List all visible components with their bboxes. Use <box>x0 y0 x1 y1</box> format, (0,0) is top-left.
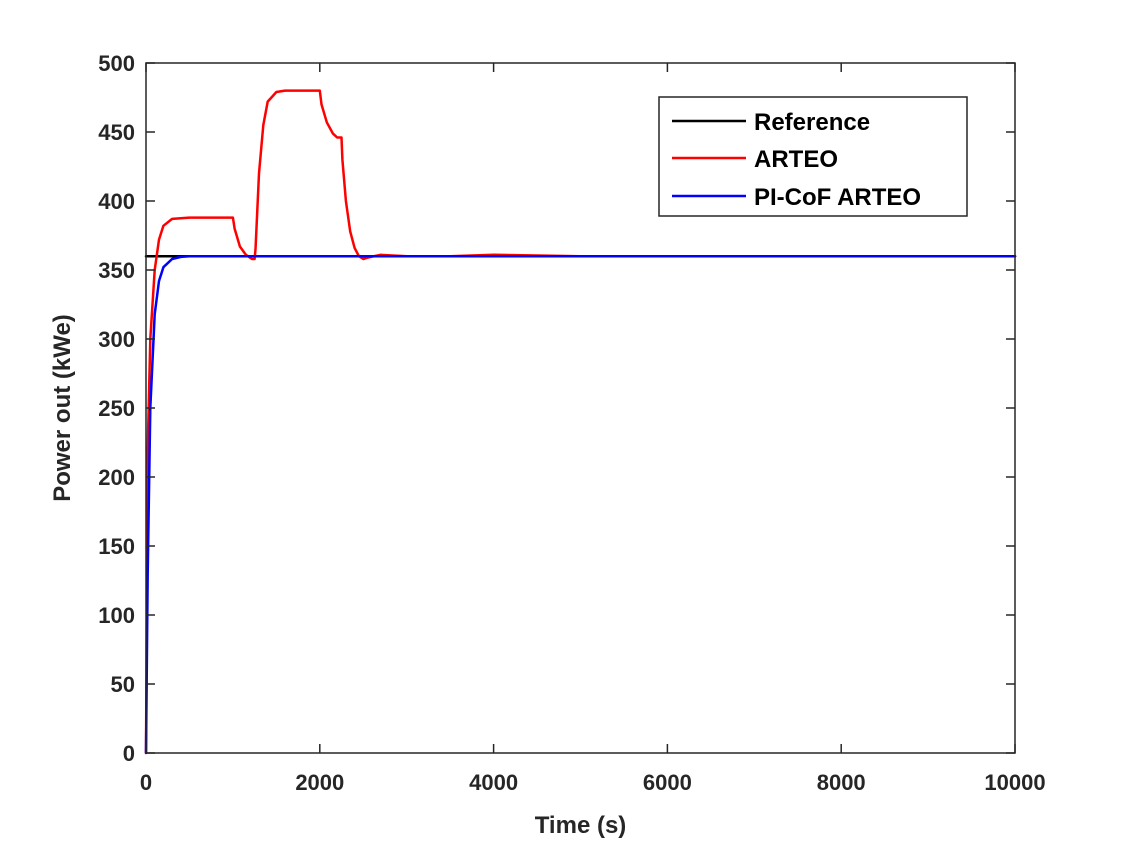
x-tick-label: 6000 <box>643 770 692 795</box>
legend-label-arteo: ARTEO <box>754 146 838 173</box>
y-axis-label: Power out (kWe) <box>49 314 76 502</box>
legend: Reference ARTEO PI-CoF ARTEO <box>658 96 968 217</box>
y-tick-label: 200 <box>98 465 135 490</box>
y-tick-label: 400 <box>98 189 135 214</box>
x-tick-label: 4000 <box>469 770 518 795</box>
ticks-layer: 0 2000 4000 6000 8000 10000 0 50 100 150 200 250 300… <box>98 51 1045 795</box>
y-tick-label: 350 <box>98 258 135 283</box>
x-tick-label: 2000 <box>295 770 344 795</box>
y-tick-label: 500 <box>98 51 135 76</box>
y-tick-label: 0 <box>123 741 135 766</box>
x-tick-label: 8000 <box>817 770 866 795</box>
y-tick-label: 250 <box>98 396 135 421</box>
y-tick-label: 300 <box>98 327 135 352</box>
y-tick-label: 450 <box>98 120 135 145</box>
legend-label-pi-cof-arteo: PI-CoF ARTEO <box>754 184 921 211</box>
series-line-pi-cof-arteo <box>144 254 1017 755</box>
x-tick-label: 0 <box>140 770 152 795</box>
series-layer <box>144 89 1017 755</box>
y-tick-label: 150 <box>98 534 135 559</box>
y-tick-label: 100 <box>98 603 135 628</box>
y-tick-label: 50 <box>111 672 135 697</box>
legend-label-reference: Reference <box>754 109 870 136</box>
plot-frame <box>145 62 1016 754</box>
x-axis-label: Time (s) <box>535 812 627 839</box>
x-tick-label: 10000 <box>984 770 1045 795</box>
